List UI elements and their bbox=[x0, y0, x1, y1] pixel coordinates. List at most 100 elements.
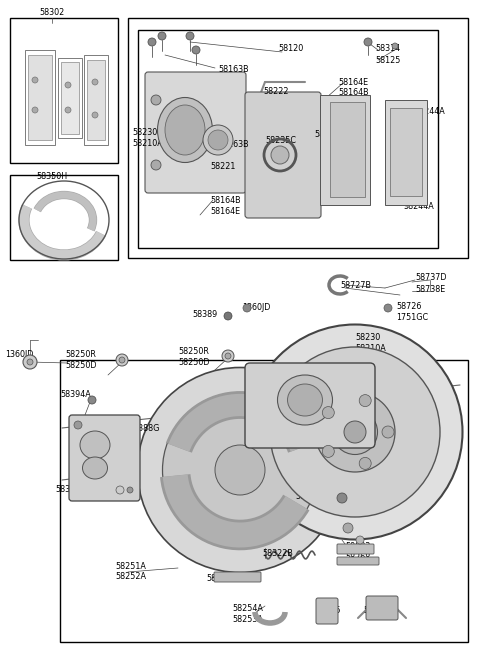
FancyBboxPatch shape bbox=[245, 363, 375, 448]
Ellipse shape bbox=[243, 304, 251, 312]
Ellipse shape bbox=[215, 445, 265, 495]
Ellipse shape bbox=[151, 95, 161, 105]
Ellipse shape bbox=[32, 77, 38, 83]
Text: 58164B: 58164B bbox=[210, 196, 240, 205]
Ellipse shape bbox=[322, 407, 334, 419]
Ellipse shape bbox=[165, 105, 205, 155]
Ellipse shape bbox=[65, 107, 71, 113]
Ellipse shape bbox=[315, 392, 395, 472]
Text: 1360JD: 1360JD bbox=[5, 350, 34, 359]
Text: 58394A: 58394A bbox=[60, 390, 91, 399]
Ellipse shape bbox=[192, 46, 200, 54]
Ellipse shape bbox=[382, 426, 394, 438]
Ellipse shape bbox=[288, 384, 323, 416]
Bar bbox=[87, 60, 105, 140]
Text: 58472: 58472 bbox=[363, 606, 388, 615]
FancyBboxPatch shape bbox=[214, 572, 261, 582]
Ellipse shape bbox=[248, 325, 463, 539]
Bar bbox=[10, 175, 118, 260]
Ellipse shape bbox=[158, 32, 166, 40]
Text: 58250R: 58250R bbox=[178, 347, 209, 356]
Text: 58163B: 58163B bbox=[218, 140, 249, 149]
Text: 58322B: 58322B bbox=[262, 549, 293, 558]
Ellipse shape bbox=[74, 421, 82, 429]
Text: 58726: 58726 bbox=[396, 302, 421, 311]
Text: 58222: 58222 bbox=[263, 87, 288, 96]
Text: 58414: 58414 bbox=[372, 450, 397, 459]
Ellipse shape bbox=[337, 493, 347, 503]
Ellipse shape bbox=[80, 431, 110, 459]
Text: 58244A: 58244A bbox=[403, 202, 434, 211]
Text: 58738E: 58738E bbox=[415, 285, 445, 294]
Text: 58302: 58302 bbox=[39, 8, 65, 17]
Ellipse shape bbox=[157, 97, 213, 162]
Bar bbox=[390, 108, 422, 196]
Text: 59833: 59833 bbox=[345, 542, 370, 551]
Ellipse shape bbox=[116, 486, 124, 494]
Ellipse shape bbox=[392, 43, 398, 49]
Ellipse shape bbox=[92, 112, 98, 118]
Ellipse shape bbox=[32, 107, 38, 113]
Text: 58311: 58311 bbox=[172, 128, 197, 137]
Ellipse shape bbox=[137, 367, 343, 572]
Ellipse shape bbox=[83, 457, 108, 479]
FancyBboxPatch shape bbox=[337, 544, 374, 554]
Ellipse shape bbox=[384, 304, 392, 312]
Bar bbox=[84, 55, 108, 145]
Ellipse shape bbox=[163, 392, 317, 547]
FancyBboxPatch shape bbox=[145, 72, 246, 193]
Ellipse shape bbox=[333, 409, 377, 455]
Bar bbox=[320, 95, 370, 205]
FancyBboxPatch shape bbox=[316, 598, 338, 624]
Text: 58388G: 58388G bbox=[128, 424, 159, 433]
Text: 58737D: 58737D bbox=[415, 273, 446, 282]
Text: 58221: 58221 bbox=[210, 162, 235, 171]
Ellipse shape bbox=[222, 350, 234, 362]
Ellipse shape bbox=[148, 38, 156, 46]
Text: 58210A: 58210A bbox=[132, 139, 163, 148]
Text: 1220FP: 1220FP bbox=[392, 415, 421, 424]
Ellipse shape bbox=[343, 523, 353, 533]
Ellipse shape bbox=[270, 347, 440, 517]
Text: 58389: 58389 bbox=[192, 310, 217, 319]
Text: 58164E: 58164E bbox=[210, 207, 240, 216]
Ellipse shape bbox=[224, 312, 232, 320]
Text: 58125: 58125 bbox=[375, 56, 400, 65]
Ellipse shape bbox=[359, 395, 371, 407]
Text: 58250D: 58250D bbox=[65, 361, 96, 370]
Text: 1751GC: 1751GC bbox=[396, 313, 428, 322]
Text: 58230: 58230 bbox=[132, 128, 157, 137]
Ellipse shape bbox=[23, 355, 37, 369]
Text: 58250D: 58250D bbox=[178, 358, 209, 367]
Text: 58233: 58233 bbox=[328, 156, 353, 165]
Text: 58164E: 58164E bbox=[338, 78, 368, 87]
Text: 58210A: 58210A bbox=[355, 344, 386, 353]
Text: 58232: 58232 bbox=[314, 130, 339, 139]
Text: 58268: 58268 bbox=[345, 553, 370, 562]
Text: 58163B: 58163B bbox=[218, 65, 249, 74]
Bar bbox=[138, 30, 438, 248]
Bar bbox=[385, 100, 427, 205]
FancyBboxPatch shape bbox=[69, 415, 140, 501]
Text: 58244A: 58244A bbox=[414, 107, 445, 116]
Bar bbox=[128, 18, 468, 258]
Ellipse shape bbox=[151, 160, 161, 170]
Text: 58314: 58314 bbox=[375, 44, 400, 53]
Ellipse shape bbox=[27, 359, 33, 365]
Ellipse shape bbox=[322, 445, 334, 457]
Bar bbox=[330, 102, 365, 197]
Text: 1360JD: 1360JD bbox=[242, 303, 270, 312]
Ellipse shape bbox=[88, 396, 96, 404]
Ellipse shape bbox=[356, 536, 364, 544]
Ellipse shape bbox=[116, 354, 128, 366]
Text: 58727B: 58727B bbox=[340, 281, 371, 290]
FancyBboxPatch shape bbox=[337, 557, 379, 565]
Ellipse shape bbox=[208, 130, 228, 150]
Ellipse shape bbox=[203, 125, 233, 155]
Text: 58252A: 58252A bbox=[115, 572, 146, 581]
FancyBboxPatch shape bbox=[245, 92, 321, 218]
Text: 58266: 58266 bbox=[315, 606, 340, 615]
Text: 58230: 58230 bbox=[355, 333, 380, 342]
Text: 58251A: 58251A bbox=[115, 562, 146, 571]
Ellipse shape bbox=[186, 32, 194, 40]
